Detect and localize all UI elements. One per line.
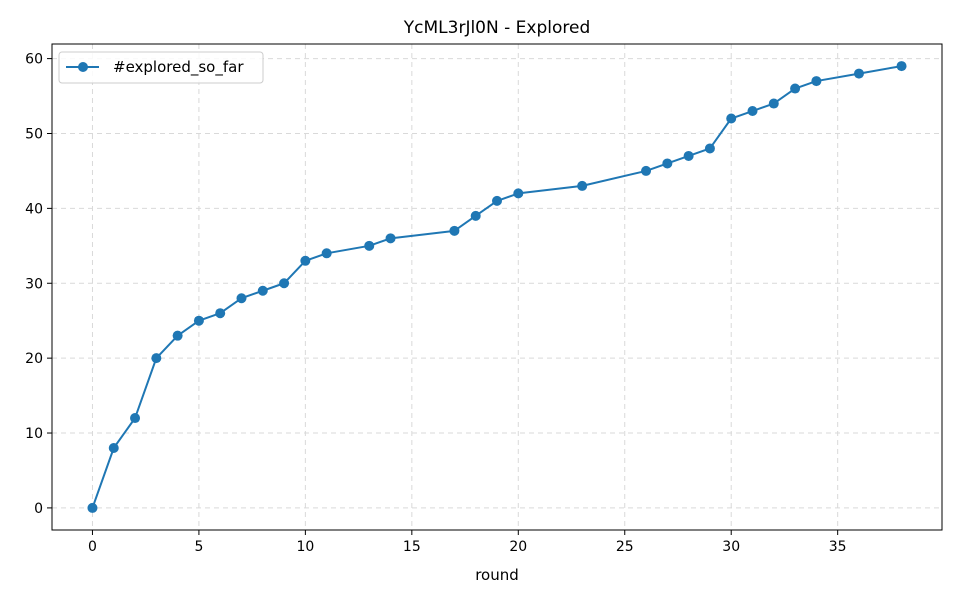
data-point xyxy=(449,225,460,236)
data-point xyxy=(492,195,502,206)
chart-title: YcML3rJl0N - Explored xyxy=(403,18,590,38)
data-point xyxy=(151,353,162,364)
data-point xyxy=(513,188,524,199)
data-point xyxy=(577,180,588,191)
data-point xyxy=(811,76,822,87)
data-point xyxy=(257,285,268,296)
y-tick-label: 10 xyxy=(25,426,43,442)
data-point xyxy=(172,330,183,341)
data-point xyxy=(641,165,652,176)
axis-ticks: 0 5 10 15 20 25 30 35 0 10 20 30 40 50 60 xyxy=(25,52,846,555)
legend-box xyxy=(58,51,264,84)
data-point xyxy=(896,61,907,72)
data-point xyxy=(790,83,801,94)
data-point xyxy=(747,106,758,117)
y-tick-label: 40 xyxy=(25,201,43,217)
data-point xyxy=(236,293,247,304)
data-point xyxy=(193,315,204,326)
data-point xyxy=(108,443,119,454)
x-tick-label: 5 xyxy=(194,539,203,555)
x-tick-label: 25 xyxy=(616,539,634,555)
x-tick-label: 10 xyxy=(296,539,314,555)
plot-frame xyxy=(51,43,943,531)
y-tick-label: 50 xyxy=(25,126,43,142)
legend-point-marker xyxy=(78,62,88,72)
x-tick-label: 35 xyxy=(829,539,847,555)
x-tick-label: 30 xyxy=(722,539,740,555)
grid xyxy=(52,44,942,530)
x-tick-label: 20 xyxy=(509,539,527,555)
data-point xyxy=(662,158,673,169)
series-line xyxy=(91,65,902,509)
series-layer xyxy=(87,61,907,513)
data-point xyxy=(768,98,779,109)
data-point xyxy=(364,240,375,251)
y-tick-label: 0 xyxy=(34,501,43,517)
data-point xyxy=(683,150,694,161)
data-point xyxy=(470,210,481,221)
data-point xyxy=(130,413,141,424)
y-tick-label: 60 xyxy=(25,52,43,68)
x-tick-label: 0 xyxy=(88,539,97,555)
data-point xyxy=(321,248,332,259)
y-tick-label: 30 xyxy=(25,276,43,292)
data-point xyxy=(704,143,715,154)
data-point xyxy=(215,308,226,319)
data-point xyxy=(726,113,737,124)
data-point xyxy=(853,68,864,79)
y-tick-label: 20 xyxy=(25,351,43,367)
legend-label: #explored_so_far xyxy=(113,58,244,77)
data-point xyxy=(279,278,290,289)
x-tick-label: 15 xyxy=(403,539,421,555)
data-point xyxy=(300,255,311,266)
data-point xyxy=(385,233,396,244)
data-point xyxy=(87,502,98,513)
legend: #explored_so_far xyxy=(58,51,264,84)
x-axis-label: round xyxy=(475,566,519,584)
